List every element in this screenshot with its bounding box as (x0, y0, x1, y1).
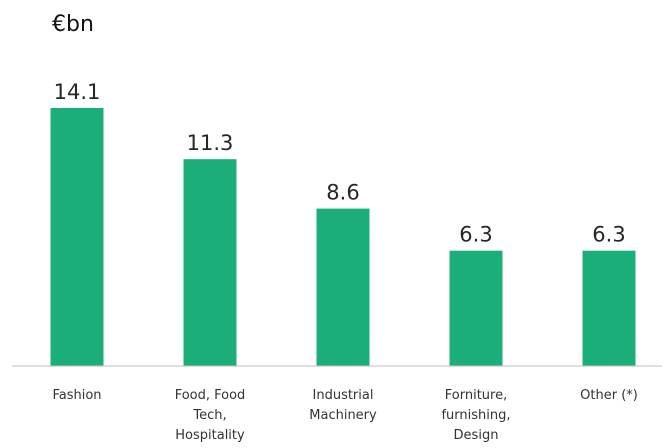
category-label-line: Other (*) (580, 388, 638, 403)
category-label-0: Fashion (52, 388, 101, 403)
category-label-line: Design (454, 428, 499, 443)
category-label-4: Other (*) (580, 388, 638, 403)
category-label-line: Food, Food (175, 388, 246, 403)
bar-1 (183, 159, 237, 366)
value-label-3: 6.3 (459, 223, 492, 247)
bars-group (50, 108, 636, 366)
value-label-2: 8.6 (326, 181, 359, 205)
value-label-4: 6.3 (592, 223, 625, 247)
value-label-0: 14.1 (54, 80, 101, 104)
category-label-line: Industrial (313, 388, 374, 403)
bar-0 (50, 108, 104, 366)
value-label-1: 11.3 (187, 131, 234, 155)
category-label-line: Hospitality (175, 428, 245, 443)
category-label-3: Forniture, furnishing, Design (441, 388, 510, 443)
unit-label: €bn (52, 12, 94, 37)
category-label-line: Fashion (52, 388, 101, 403)
bar-4 (582, 250, 636, 366)
category-label-line: Machinery (309, 408, 377, 423)
category-label-1: Food, Food Tech, Hospitality (175, 388, 246, 443)
value-labels-group: 14.1 11.3 8.6 6.3 6.3 (54, 80, 626, 247)
category-label-line: furnishing, (441, 408, 510, 423)
bar-2 (316, 208, 370, 366)
category-label-line: Tech, (192, 408, 226, 423)
category-label-2: Industrial Machinery (309, 388, 377, 423)
bar-3 (449, 250, 503, 366)
category-labels-group: Fashion Food, Food Tech, Hospitality Industr… (52, 388, 637, 443)
category-label-line: Forniture, (445, 388, 507, 403)
